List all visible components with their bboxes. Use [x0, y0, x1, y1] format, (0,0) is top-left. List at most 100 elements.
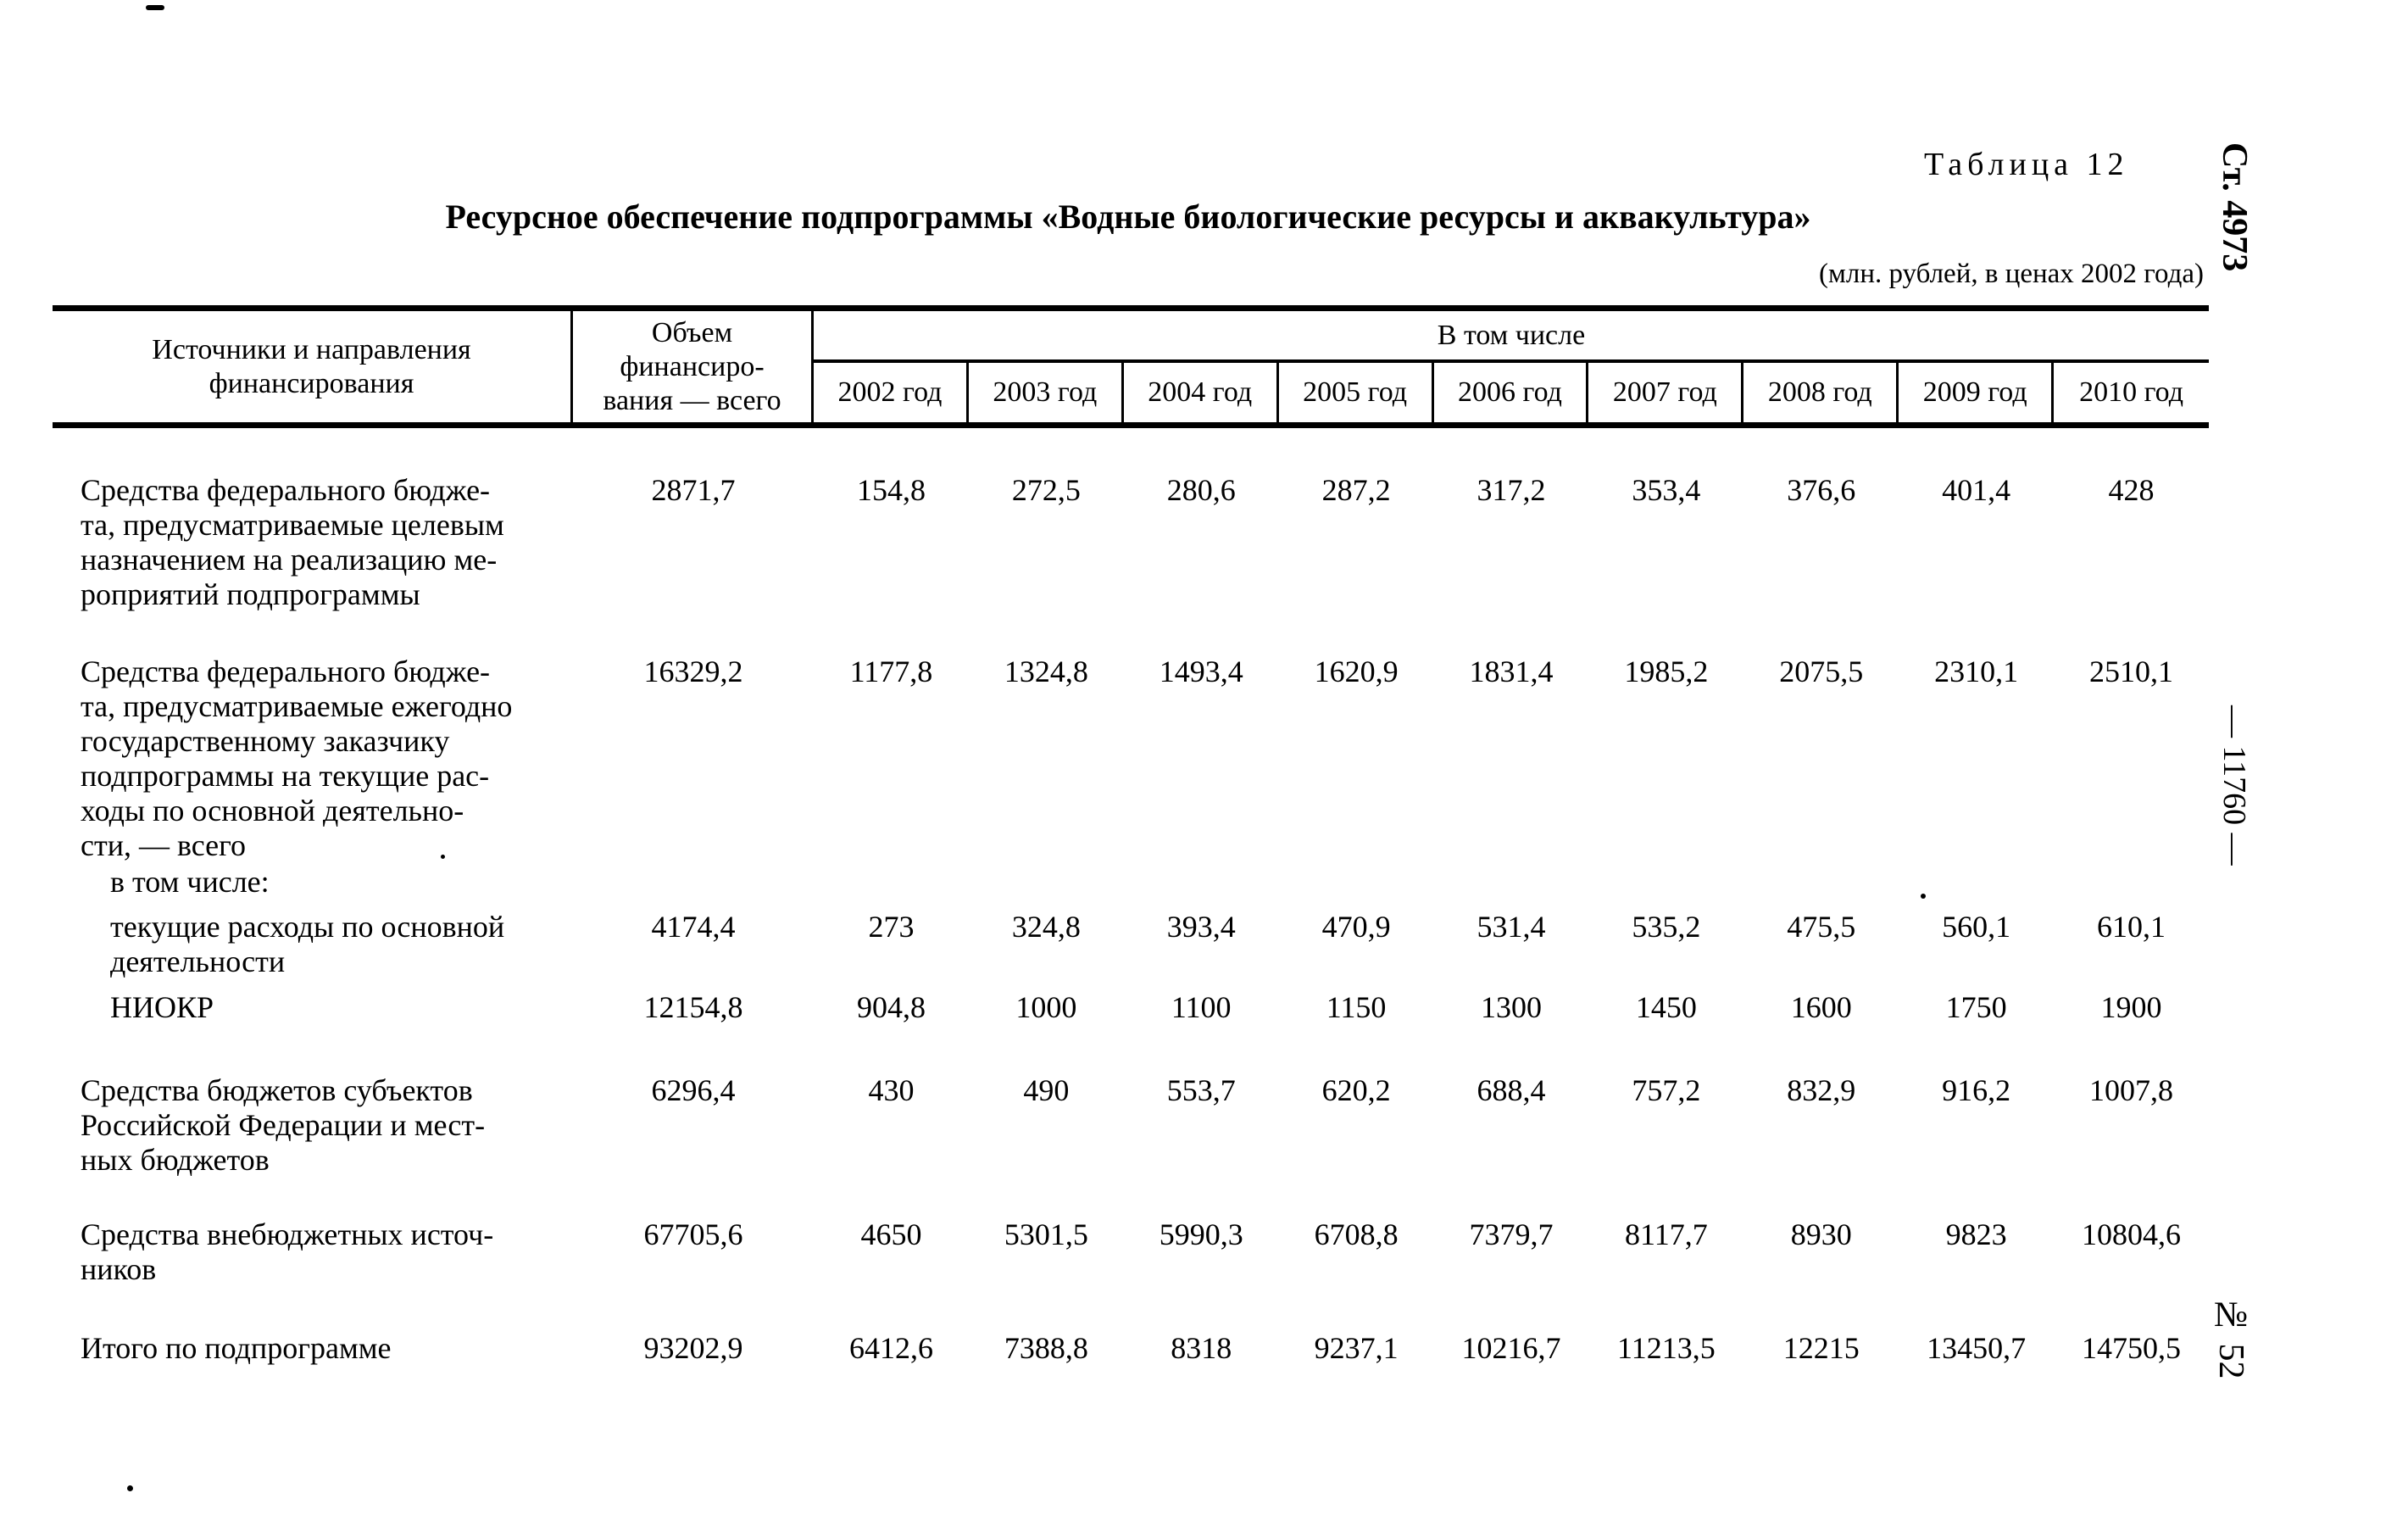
cell-value: 1450: [1635, 990, 1697, 1024]
cell-value: 2075,5: [1779, 655, 1864, 688]
cell-value: 8117,7: [1625, 1217, 1708, 1251]
cell-value: 1300: [1480, 990, 1542, 1024]
cell-value: 430: [868, 1073, 915, 1107]
cell-value: 757,2: [1632, 1073, 1701, 1107]
cell-value: 8930: [1790, 1217, 1852, 1251]
cell-value: 393,4: [1166, 910, 1236, 944]
cell-value: 10216,7: [1461, 1331, 1561, 1365]
column-header-year: 2007 год: [1588, 363, 1744, 422]
margin-article-number: Ст. 4973: [2215, 142, 2254, 272]
cell-value: 1493,4: [1159, 655, 1243, 688]
cell-value: 14750,5: [2082, 1331, 2182, 1365]
years-header-group: В том числе 2002 год 2003 год 2004 год 2…: [814, 311, 2209, 422]
table-row: Средства внебюджетных источ- ников 67705…: [53, 1217, 2209, 1287]
column-header-sources: Источники и направления финансирования: [53, 311, 573, 422]
cell-value: 401,4: [1942, 473, 2011, 507]
cell-value: 560,1: [1942, 910, 2011, 944]
cell-value: 1600: [1790, 990, 1852, 1024]
cell-value: 317,2: [1476, 473, 1546, 507]
table-row: текущие расходы по основной деятельности…: [53, 910, 2209, 979]
cell-value: 1831,4: [1469, 655, 1554, 688]
cell-value: 1150: [1326, 990, 1387, 1024]
group-header-including: В том числе: [814, 311, 2209, 363]
table-total-row: Итого по подпрограмме 93202,9 6412,6 738…: [53, 1331, 2209, 1366]
cell-value: 1000: [1015, 990, 1077, 1024]
cell-value: 1985,2: [1624, 655, 1709, 688]
row-label: Итого по подпрограмме: [81, 1331, 392, 1365]
cell-value: 12215: [1782, 1331, 1860, 1365]
cell-value: 1900: [2100, 990, 2162, 1024]
column-header-year: 2006 год: [1434, 363, 1589, 422]
cell-value: 535,2: [1632, 910, 1701, 944]
cell-total: 12154,8: [643, 990, 743, 1024]
cell-value: 428: [2108, 473, 2155, 507]
cell-value: 273: [868, 910, 915, 944]
scan-speck: [1921, 894, 1926, 899]
table-row: НИОКР 12154,8 904,8 1000 1100 1150 1300 …: [53, 990, 2209, 1025]
column-header-year: 2004 год: [1124, 363, 1279, 422]
margin-issue-number: № 52: [2211, 1295, 2250, 1379]
row-label: Средства внебюджетных источ- ников: [81, 1217, 494, 1286]
row-label: текущие расходы по основной деятельности: [110, 910, 505, 978]
table-number-label: Таблица 12: [1924, 147, 2129, 182]
table-row: Средства бюджетов субъектов Российской Ф…: [53, 1073, 2209, 1178]
cell-value: 376,6: [1787, 473, 1856, 507]
cell-value: 7379,7: [1469, 1217, 1554, 1251]
cell-value: 620,2: [1321, 1073, 1391, 1107]
cell-value: 6708,8: [1314, 1217, 1399, 1251]
cell-value: 154,8: [856, 473, 926, 507]
row-label: в том числе:: [110, 865, 270, 899]
cell-value: 916,2: [1942, 1073, 2011, 1107]
cell-value: 2510,1: [2089, 655, 2174, 688]
year-header-row: 2002 год 2003 год 2004 год 2005 год 2006…: [814, 363, 2209, 422]
cell-value: 324,8: [1011, 910, 1081, 944]
cell-value: 11213,5: [1617, 1331, 1716, 1365]
row-label: Средства бюджетов субъектов Российской Ф…: [81, 1073, 486, 1177]
table-row: Средства федерального бюдже- та, предусм…: [53, 473, 2209, 612]
units-note: (млн. рублей, в ценах 2002 года): [1818, 259, 2204, 289]
cell-total: 4174,4: [651, 910, 736, 944]
cell-value: 9237,1: [1314, 1331, 1399, 1365]
cell-total: 16329,2: [643, 655, 743, 688]
column-header-year: 2008 год: [1743, 363, 1899, 422]
cell-value: 832,9: [1787, 1073, 1856, 1107]
cell-value: 553,7: [1166, 1073, 1236, 1107]
cell-value: 5301,5: [1004, 1217, 1088, 1251]
row-label: Средства федерального бюдже- та, предусм…: [81, 473, 504, 611]
cell-value: 272,5: [1011, 473, 1081, 507]
cell-value: 610,1: [2097, 910, 2166, 944]
cell-value: 1177,8: [849, 655, 933, 688]
scan-speck: [441, 855, 445, 859]
cell-value: 531,4: [1476, 910, 1546, 944]
cell-value: 490: [1023, 1073, 1070, 1107]
cell-value: 6412,6: [848, 1331, 933, 1365]
cell-value: 904,8: [856, 990, 926, 1024]
column-header-year: 2002 год: [814, 363, 969, 422]
cell-value: 688,4: [1476, 1073, 1546, 1107]
row-label: Средства федерального бюдже- та, предусм…: [81, 655, 513, 862]
cell-value: 7388,8: [1004, 1331, 1088, 1365]
cell-value: 1750: [1945, 990, 2007, 1024]
column-header-year: 2010 год: [2079, 376, 2183, 408]
table-body: Средства федерального бюдже- та, предусм…: [53, 428, 2209, 1366]
cell-value: 10804,6: [2082, 1217, 2182, 1251]
cell-value: 2310,1: [1934, 655, 2019, 688]
column-header-year: 2009 год: [1899, 363, 2055, 422]
cell-value: 287,2: [1321, 473, 1391, 507]
column-header-year: 2003 год: [969, 363, 1124, 422]
cell-value: 5990,3: [1159, 1217, 1243, 1251]
scan-speck: [146, 5, 164, 10]
cell-value: 280,6: [1166, 473, 1236, 507]
column-header-total: Объем финансиро- вания — всего: [573, 311, 814, 422]
cell-total: 2871,7: [651, 473, 736, 507]
table-subheader-row: в том числе:: [53, 865, 2209, 900]
margin-page-number: — 11760 —: [2216, 705, 2252, 866]
column-header-year: 2005 год: [1279, 363, 1434, 422]
cell-value: 475,5: [1787, 910, 1856, 944]
cell-value: 1007,8: [2089, 1073, 2174, 1107]
cell-total: 67705,6: [643, 1217, 743, 1251]
cell-value: 8318: [1171, 1331, 1232, 1365]
cell-total: 93202,9: [643, 1331, 743, 1365]
scan-speck: [127, 1485, 133, 1491]
